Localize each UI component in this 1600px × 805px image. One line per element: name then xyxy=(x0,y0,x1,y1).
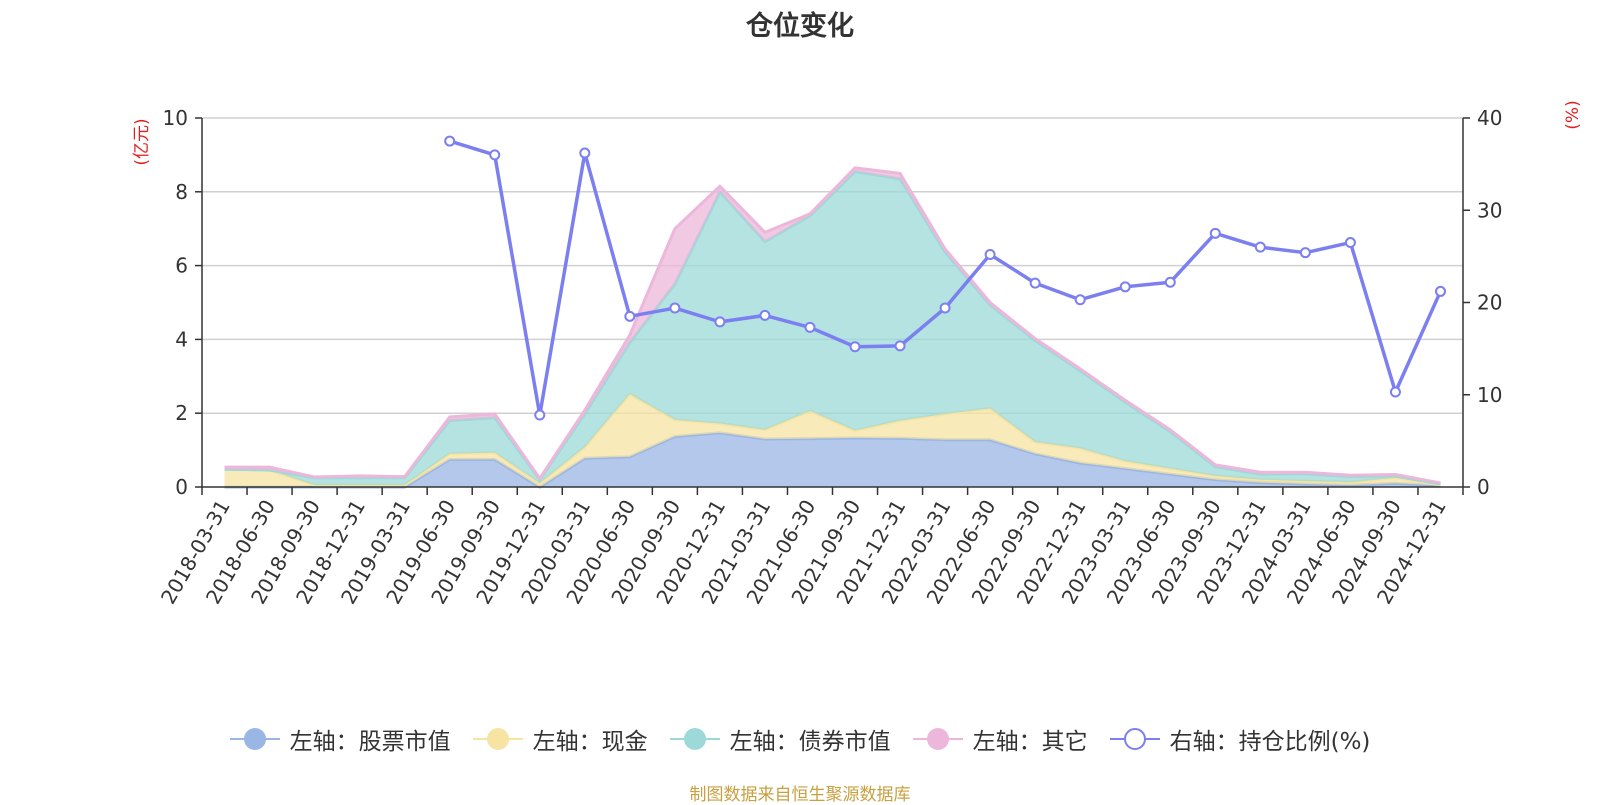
legend-marker xyxy=(1109,724,1160,754)
ratio-point xyxy=(444,135,456,147)
ratio-point xyxy=(849,341,861,353)
ratio-point xyxy=(1389,386,1401,398)
right-axis-unit: (%) xyxy=(1563,100,1583,129)
left-tick-label: 2 xyxy=(175,401,188,425)
ratio-point xyxy=(1074,294,1086,306)
ratio-point xyxy=(984,249,996,261)
ratio-point xyxy=(1344,237,1356,249)
right-tick-label: 10 xyxy=(1477,383,1502,407)
ratio-point xyxy=(759,309,771,321)
ratio-point xyxy=(1299,247,1311,259)
legend-label: 左轴：其它 xyxy=(972,729,1088,755)
ratio-point xyxy=(534,409,546,421)
legend-label: 左轴：股票市值 xyxy=(289,729,451,755)
ratio-point xyxy=(894,340,906,352)
ratio-point xyxy=(579,147,591,159)
ratio-point xyxy=(1029,277,1041,289)
area-左轴：股票市值 xyxy=(224,432,1441,487)
ratio-point xyxy=(714,316,726,328)
left-axis-unit: (亿元) xyxy=(132,118,152,165)
ratio-point xyxy=(489,149,501,161)
ratio-line xyxy=(444,135,1446,421)
ratio-point xyxy=(804,321,816,333)
area-左轴：债券市值 xyxy=(224,171,1441,486)
ratio-point xyxy=(1164,276,1176,288)
right-tick-label: 40 xyxy=(1477,106,1502,130)
legend-marker xyxy=(912,724,963,754)
legend: 左轴：股票市值 左轴：现金 左轴：债券市值 左轴：其它 右轴：持仓比例(%) xyxy=(0,722,1600,756)
left-tick-label: 4 xyxy=(175,327,188,351)
area-edge-左轴：其它 xyxy=(224,166,1441,485)
left-tick-label: 0 xyxy=(175,475,188,499)
source-note: 制图数据来自恒生聚源数据库 xyxy=(689,785,911,805)
right-tick-label: 20 xyxy=(1477,291,1502,315)
right-tick-label: 0 xyxy=(1477,475,1490,499)
legend-label: 左轴：现金 xyxy=(532,729,648,755)
ratio-point xyxy=(1209,227,1221,239)
legend-label: 右轴：持仓比例(%) xyxy=(1169,729,1371,755)
legend-marker xyxy=(669,724,720,754)
ratio-point xyxy=(1119,281,1131,293)
ratio-point xyxy=(624,310,636,322)
legend-item[interactable]: 左轴：股票市值 xyxy=(229,722,451,756)
left-tick-label: 10 xyxy=(163,106,188,130)
ratio-point xyxy=(1434,285,1446,297)
legend-marker xyxy=(472,724,523,754)
ratio-point xyxy=(1254,241,1266,253)
legend-item[interactable]: 左轴：其它 xyxy=(912,722,1088,756)
right-tick-label: 30 xyxy=(1477,198,1502,222)
legend-label: 左轴：债券市值 xyxy=(729,729,891,755)
chart-title: 仓位变化 xyxy=(746,11,854,42)
ratio-point xyxy=(669,302,681,314)
stacked-areas xyxy=(224,166,1441,489)
left-tick-label: 8 xyxy=(175,180,188,204)
legend-item[interactable]: 左轴：现金 xyxy=(472,722,648,756)
legend-item[interactable]: 左轴：债券市值 xyxy=(669,722,891,756)
legend-marker xyxy=(229,724,280,754)
ratio-point xyxy=(939,302,951,314)
left-tick-label: 6 xyxy=(175,254,188,278)
legend-item[interactable]: 右轴：持仓比例(%) xyxy=(1109,722,1371,756)
